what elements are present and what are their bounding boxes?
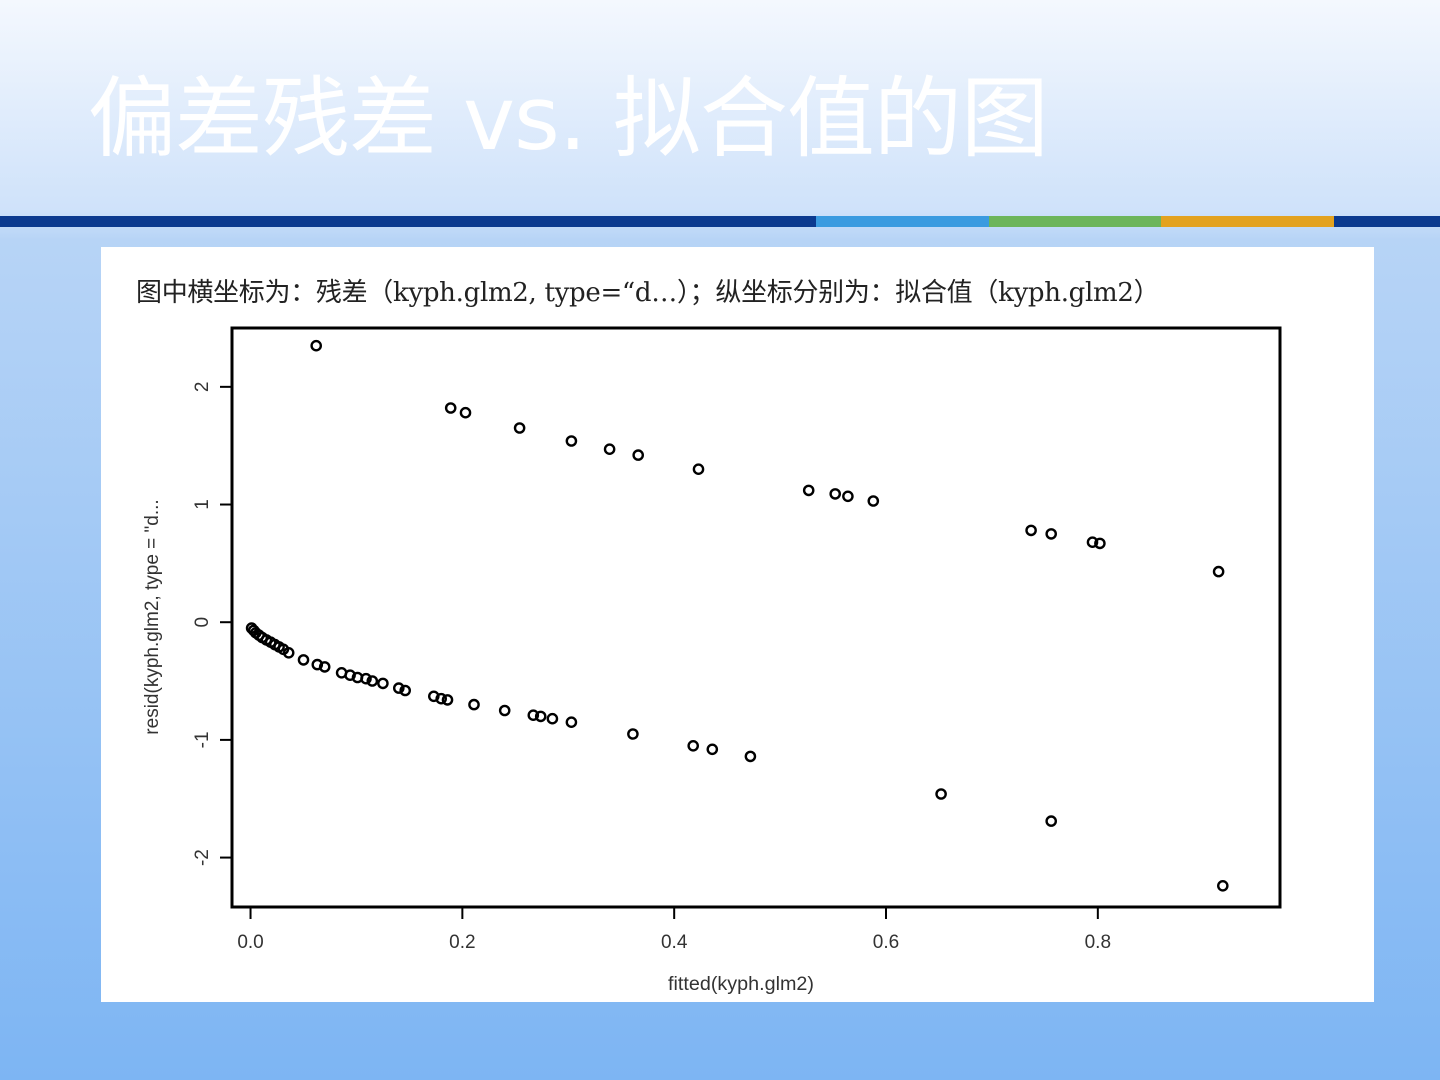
chart-caption: 图中横坐标为：残差（kyph.glm2, type=“d…）；纵坐标分别为：拟合… [136, 278, 1160, 308]
data-point [1025, 524, 1037, 537]
data-point [366, 675, 379, 687]
data-point [546, 712, 559, 725]
data-point [632, 449, 645, 461]
divider-segment [816, 216, 989, 227]
y-axis: -2 -1 0 1 2 [192, 382, 232, 866]
y-tick-label: -1 [192, 731, 213, 748]
data-point [1045, 815, 1058, 827]
y-tick-label: 1 [192, 499, 213, 510]
y-axis-label: resid(kyph.glm2, type = "d... [142, 499, 163, 734]
data-point [627, 728, 639, 740]
data-point [513, 422, 526, 434]
x-tick-label: 0.4 [661, 932, 688, 953]
data-point [1045, 528, 1058, 540]
title-divider-bar [0, 216, 1440, 227]
data-point [399, 684, 412, 697]
data-point [527, 709, 540, 722]
data-point [310, 339, 322, 352]
data-point [1094, 537, 1106, 550]
data-point [744, 750, 757, 763]
data-point [692, 463, 705, 475]
y-tick-label: 2 [192, 382, 213, 393]
data-point [829, 488, 842, 500]
data-point [1086, 536, 1099, 549]
data-point [802, 484, 815, 497]
data-point [360, 672, 372, 685]
divider-segment [1334, 216, 1440, 227]
divider-segment [0, 216, 816, 227]
plot-frame [230, 326, 1282, 909]
data-point [459, 406, 472, 419]
data-point [867, 495, 880, 507]
scatter-plot: 0.0 0.2 0.4 0.6 0.8 -2 -1 0 1 2 fitted(kyph.glm2… [142, 326, 1282, 995]
x-tick-label: 0.0 [237, 932, 263, 953]
y-tick-label: 0 [192, 617, 213, 628]
data-point [565, 435, 578, 447]
data-point [1212, 565, 1225, 578]
data-point [603, 443, 616, 455]
data-point [392, 682, 405, 694]
data-point [935, 788, 947, 800]
x-tick-label: 0.2 [449, 932, 475, 953]
x-tick-label: 0.8 [1085, 932, 1111, 953]
x-axis-label: fitted(kyph.glm2) [668, 974, 814, 995]
x-tick-label: 0.6 [873, 932, 899, 953]
divider-segment [989, 216, 1161, 227]
divider-segment [1161, 216, 1334, 227]
data-point [842, 490, 854, 503]
data-point [282, 646, 295, 659]
data-point [297, 654, 310, 666]
data-point [565, 716, 578, 729]
data-point [498, 704, 511, 717]
data-point [444, 402, 457, 414]
data-point [435, 692, 448, 705]
data-point [377, 677, 389, 690]
data-point [1217, 880, 1229, 892]
y-tick-label: -2 [192, 849, 213, 866]
x-axis: 0.0 0.2 0.4 0.6 0.8 [237, 907, 1111, 953]
data-point [441, 694, 454, 706]
data-point [534, 710, 547, 723]
data-point [468, 698, 480, 711]
data-point [318, 661, 331, 673]
data-points-layer [245, 339, 1229, 892]
data-point [687, 739, 700, 752]
data-point [706, 743, 719, 756]
slide-title: 偏差残差 vs. 拟合值的图 [88, 67, 1049, 170]
chart-panel: 图中横坐标为：残差（kyph.glm2, type=“d…）；纵坐标分别为：拟合… [101, 247, 1374, 1002]
